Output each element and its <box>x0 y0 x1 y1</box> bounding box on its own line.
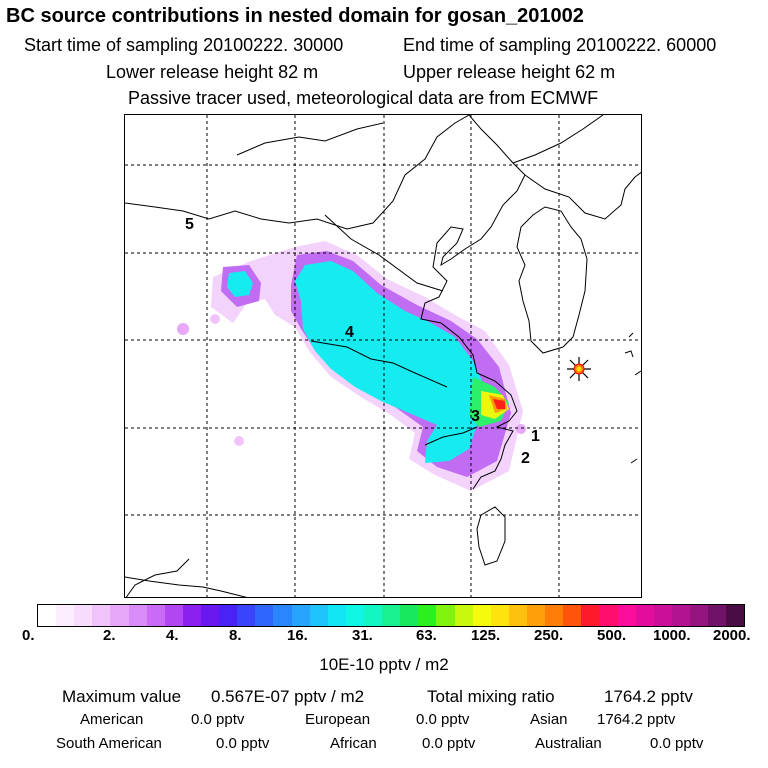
lat-lon-grid <box>125 115 641 597</box>
colorbar-swatch <box>92 605 111 626</box>
colorbar-tick: 4. <box>166 627 179 644</box>
colorbar-swatch <box>363 605 383 626</box>
max-value-label: Maximum value <box>62 687 182 706</box>
concentration-field <box>177 241 526 491</box>
colorbar-swatch <box>146 605 165 626</box>
region-name-european: European <box>305 711 371 728</box>
source-label-1: 1 <box>531 428 540 445</box>
colorbar-swatch <box>128 605 147 626</box>
total-mixing-ratio-label: Total mixing ratio <box>427 687 555 706</box>
sampling-end-time: End time of sampling 20100222. 60000 <box>403 35 717 55</box>
colorbar-swatch <box>382 605 401 626</box>
colorbar-swatch <box>164 605 183 626</box>
colorbar-swatch <box>508 605 527 626</box>
region-name-australian: Australian <box>535 735 602 752</box>
colorbar-swatch <box>273 605 292 626</box>
tracer-info: Passive tracer used, meteorological data… <box>128 88 599 108</box>
colorbar-swatch <box>617 605 636 626</box>
small-blob <box>210 314 220 324</box>
plot-title: BC source contributions in nested domain… <box>6 5 584 27</box>
colorbar-swatch <box>653 605 672 626</box>
region-value-south-american: 0.0 pptv <box>216 735 270 752</box>
colorbar-tick: 125. <box>471 627 501 644</box>
receptor-star-marker <box>567 357 591 381</box>
colorbar-swatch <box>74 605 93 626</box>
sampling-start-time: Start time of sampling 20100222. 30000 <box>24 35 344 55</box>
source-label-5: 5 <box>185 216 194 233</box>
colorbar-swatch <box>255 605 274 626</box>
colorbar-tick: 63. <box>416 627 437 644</box>
small-blob <box>177 323 189 335</box>
colorbar-tick: 2000. <box>713 627 751 644</box>
colorbar-tick: 0. <box>22 627 35 644</box>
colorbar-swatch <box>454 605 473 626</box>
colorbar-tick: 31. <box>352 627 373 644</box>
lower-release-height: Lower release height 82 m <box>106 62 319 82</box>
region-name-south-american: South American <box>56 735 162 752</box>
colorbar-swatch <box>689 605 709 626</box>
region-value-european: 0.0 pptv <box>416 711 470 728</box>
colorbar-swatch <box>708 605 727 626</box>
colorbar-swatch <box>526 605 546 626</box>
source-label-3: 3 <box>471 408 480 425</box>
colorbar-swatch <box>110 605 129 626</box>
region-name-african: African <box>330 735 377 752</box>
colorbar-swatch <box>200 605 220 626</box>
colorbar-tick: 2. <box>103 627 116 644</box>
colorbar-swatch <box>726 605 745 626</box>
isolated-blob-core <box>227 271 253 297</box>
colorbar-swatch <box>545 605 564 626</box>
plume-cyan-core <box>295 261 505 463</box>
small-blob <box>234 436 244 446</box>
upper-release-height: Upper release height 62 m <box>403 62 616 82</box>
region-value-american: 0.0 pptv <box>191 711 245 728</box>
colorbar-swatch <box>418 605 437 626</box>
colorbar-tick: 500. <box>597 627 627 644</box>
colorbar-unit: 10E-10 pptv / m2 <box>319 655 449 674</box>
colorbar-swatch <box>327 605 346 626</box>
region-name-american: American <box>80 711 144 728</box>
source-label-2: 2 <box>521 450 530 467</box>
region-value-asian: 1764.2 pptv <box>597 711 676 728</box>
colorbar-swatch <box>56 605 75 626</box>
region-name-asian: Asian <box>530 711 568 728</box>
colorbar-swatch <box>309 605 328 626</box>
color-scale-bar <box>37 604 745 627</box>
colorbar-swatch <box>291 605 310 626</box>
source-label-4: 4 <box>345 324 354 341</box>
colorbar-swatch <box>635 605 654 626</box>
map-panel: 1 2 3 4 5 <box>124 114 642 598</box>
small-blob <box>516 424 526 434</box>
colorbar-tick: 250. <box>534 627 564 644</box>
colorbar-tick: 8. <box>229 627 242 644</box>
colorbar-swatch <box>490 605 509 626</box>
colorbar-swatch <box>599 605 618 626</box>
max-value: 0.567E-07 pptv / m2 <box>211 687 365 706</box>
colorbar-swatch <box>237 605 256 626</box>
total-mixing-ratio-value: 1764.2 pptv <box>604 687 693 706</box>
colorbar-swatch <box>219 605 238 626</box>
colorbar-swatch <box>436 605 455 626</box>
colorbar-swatch <box>472 605 491 626</box>
colorbar-tick: 1000. <box>653 627 691 644</box>
region-value-australian: 0.0 pptv <box>650 735 704 752</box>
region-value-african: 0.0 pptv <box>422 735 476 752</box>
plume-red-hotspot <box>493 399 505 409</box>
map-canvas: 1 2 3 4 5 <box>125 115 641 597</box>
colorbar-swatch <box>563 605 582 626</box>
colorbar-swatch <box>581 605 600 626</box>
colorbar-swatch <box>400 605 419 626</box>
colorbar-swatch <box>182 605 201 626</box>
colorbar-swatch <box>38 605 57 626</box>
colorbar-tick: 16. <box>287 627 308 644</box>
colorbar-swatch <box>345 605 364 626</box>
colorbar-swatch <box>671 605 690 626</box>
coastlines <box>125 115 641 597</box>
